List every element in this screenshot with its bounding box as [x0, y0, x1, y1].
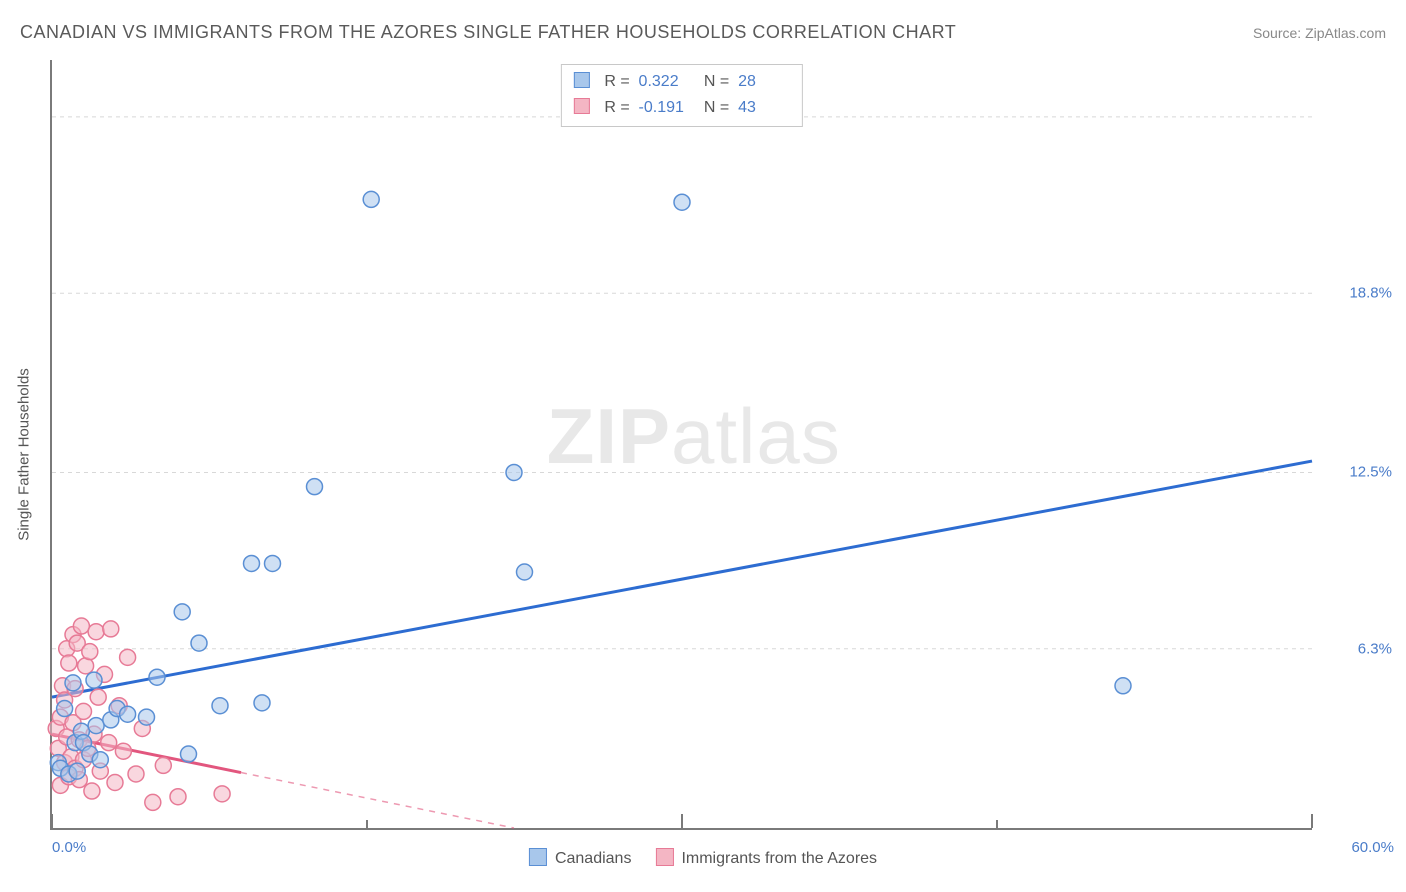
x-tick-label-max: 60.0%: [1351, 839, 1394, 856]
legend-item-canadians: Canadians: [529, 848, 632, 868]
r-value-canadians: 0.322: [639, 69, 691, 95]
chart-svg: [52, 60, 1312, 828]
n-value-canadians: 28: [738, 69, 790, 95]
swatch-azores-icon: [574, 98, 590, 114]
y-tick-label: 18.8%: [1322, 285, 1392, 302]
r-value-azores: -0.191: [639, 95, 691, 121]
stats-row-azores: R = -0.191 N = 43: [574, 95, 790, 121]
swatch-canadians-icon: [574, 72, 590, 88]
swatch-azores-icon: [655, 848, 673, 866]
legend-item-azores: Immigrants from the Azores: [655, 848, 877, 868]
y-tick-label: 12.5%: [1322, 464, 1392, 481]
chart-title: CANADIAN VS IMMIGRANTS FROM THE AZORES S…: [20, 22, 956, 43]
y-axis-label: Single Father Households: [16, 368, 33, 541]
y-tick-label: 6.3%: [1322, 640, 1392, 657]
chart-plot-area: 6.3%12.5%18.8% 0.0%60.0% R = 0.322 N = 2…: [50, 60, 1312, 830]
correlation-stats-box: R = 0.322 N = 28 R = -0.191 N = 43: [561, 64, 803, 127]
source-attribution: Source: ZipAtlas.com: [1253, 25, 1386, 41]
stats-row-canadians: R = 0.322 N = 28: [574, 69, 790, 95]
swatch-canadians-icon: [529, 848, 547, 866]
legend: Canadians Immigrants from the Azores: [529, 848, 877, 868]
n-value-azores: 43: [738, 95, 790, 121]
x-tick-label-min: 0.0%: [52, 839, 86, 856]
